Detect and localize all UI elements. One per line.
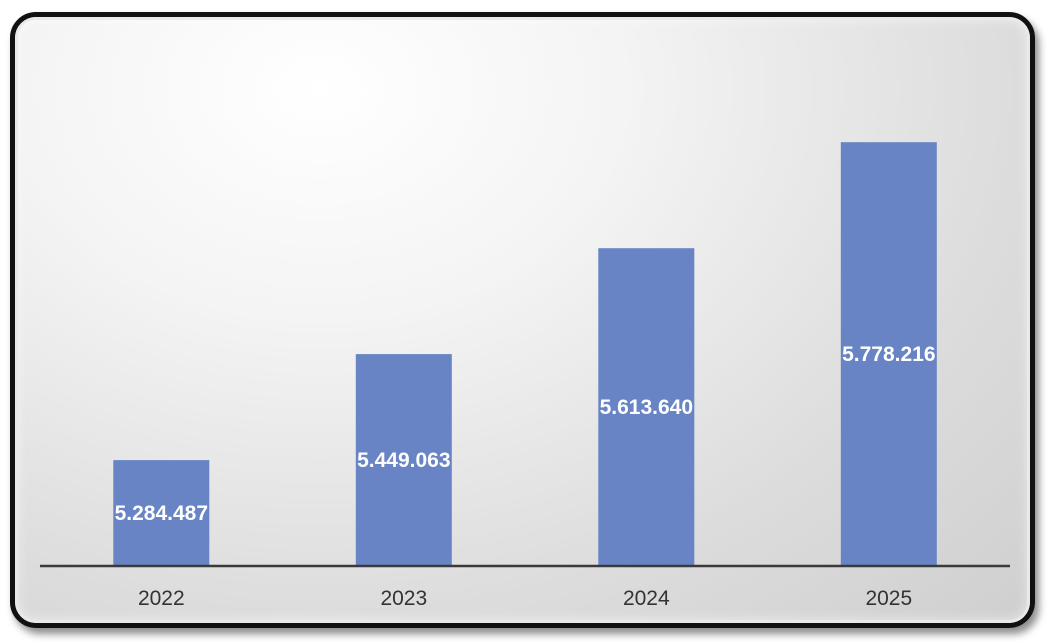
- value-label-2023: 5.449.063: [357, 449, 450, 472]
- x-tick-label-2022: 2022: [138, 587, 185, 610]
- bar-2024: [598, 248, 695, 566]
- value-label-2024: 5.613.640: [600, 396, 693, 419]
- x-tick-label-2025: 2025: [865, 587, 912, 610]
- x-tick-label-2023: 2023: [380, 587, 427, 610]
- bars-group: [113, 142, 937, 566]
- bar-2022: [113, 460, 210, 566]
- bar-2025: [840, 142, 937, 566]
- bar-2023: [355, 354, 452, 566]
- value-labels-group: 5.284.487 5.449.063 5.613.640 5.778.216: [115, 343, 936, 525]
- x-tick-label-2024: 2024: [623, 587, 670, 610]
- value-label-2025: 5.778.216: [842, 343, 935, 366]
- x-tick-labels-group: 2022 2023 2024 2025: [138, 587, 912, 610]
- value-label-2022: 5.284.487: [115, 502, 208, 525]
